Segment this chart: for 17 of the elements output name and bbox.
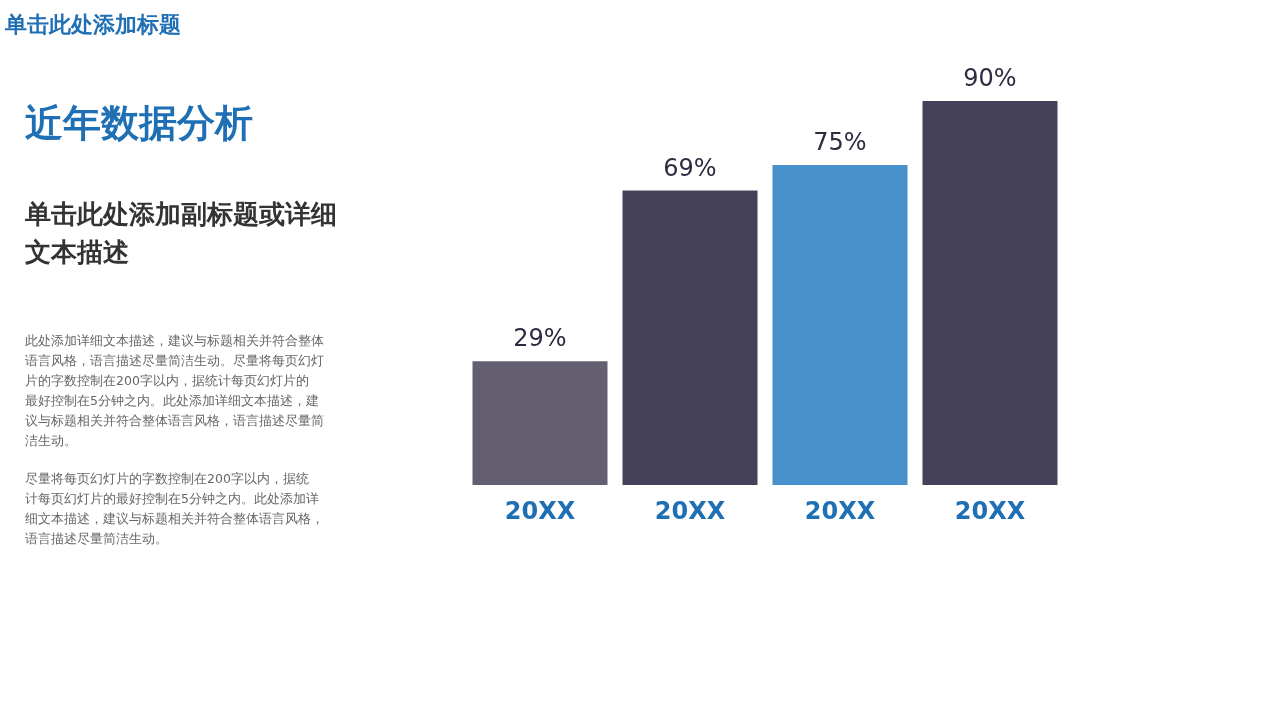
bar xyxy=(922,101,1058,485)
x-tick-label: 20XX xyxy=(654,496,726,525)
text: 此处添加详细文本描述，建议与标题相关并符合整体语言风格，语言描述尽量简洁生动。尽量将每页幻灯片的字数控制在200字以内，据统计每页幻灯片的最好控制在5分钟之内。此处添加详细文本描述，建议与标题相关并符合整体语言风格，语言描述尽量简洁生动。 xyxy=(25,333,324,448)
x-tick-label: 20XX xyxy=(954,496,1026,525)
bar xyxy=(772,165,908,485)
bar xyxy=(472,361,608,485)
data-label: 69% xyxy=(663,153,717,182)
data-label: 90% xyxy=(963,64,1017,92)
text: 单击此处添加标题 xyxy=(4,12,181,37)
data-label: 29% xyxy=(513,324,567,353)
x-tick-label: 20XX xyxy=(504,496,576,525)
bar xyxy=(622,190,758,485)
text: 尽量将每页幻灯片的字数控制在200字以内，据统计每页幻灯片的最好控制在5分钟之内。此处添加详细文本描述，建议与标题相关并符合整体语言风格，语言描述尽量简洁生动。 xyxy=(25,471,324,546)
data-label: 75% xyxy=(813,128,867,156)
text: 近年数据分析 xyxy=(25,101,253,145)
text: 单击此处添加副标题或详细文本描述 xyxy=(24,199,337,267)
x-tick-label: 20XX xyxy=(804,496,876,525)
